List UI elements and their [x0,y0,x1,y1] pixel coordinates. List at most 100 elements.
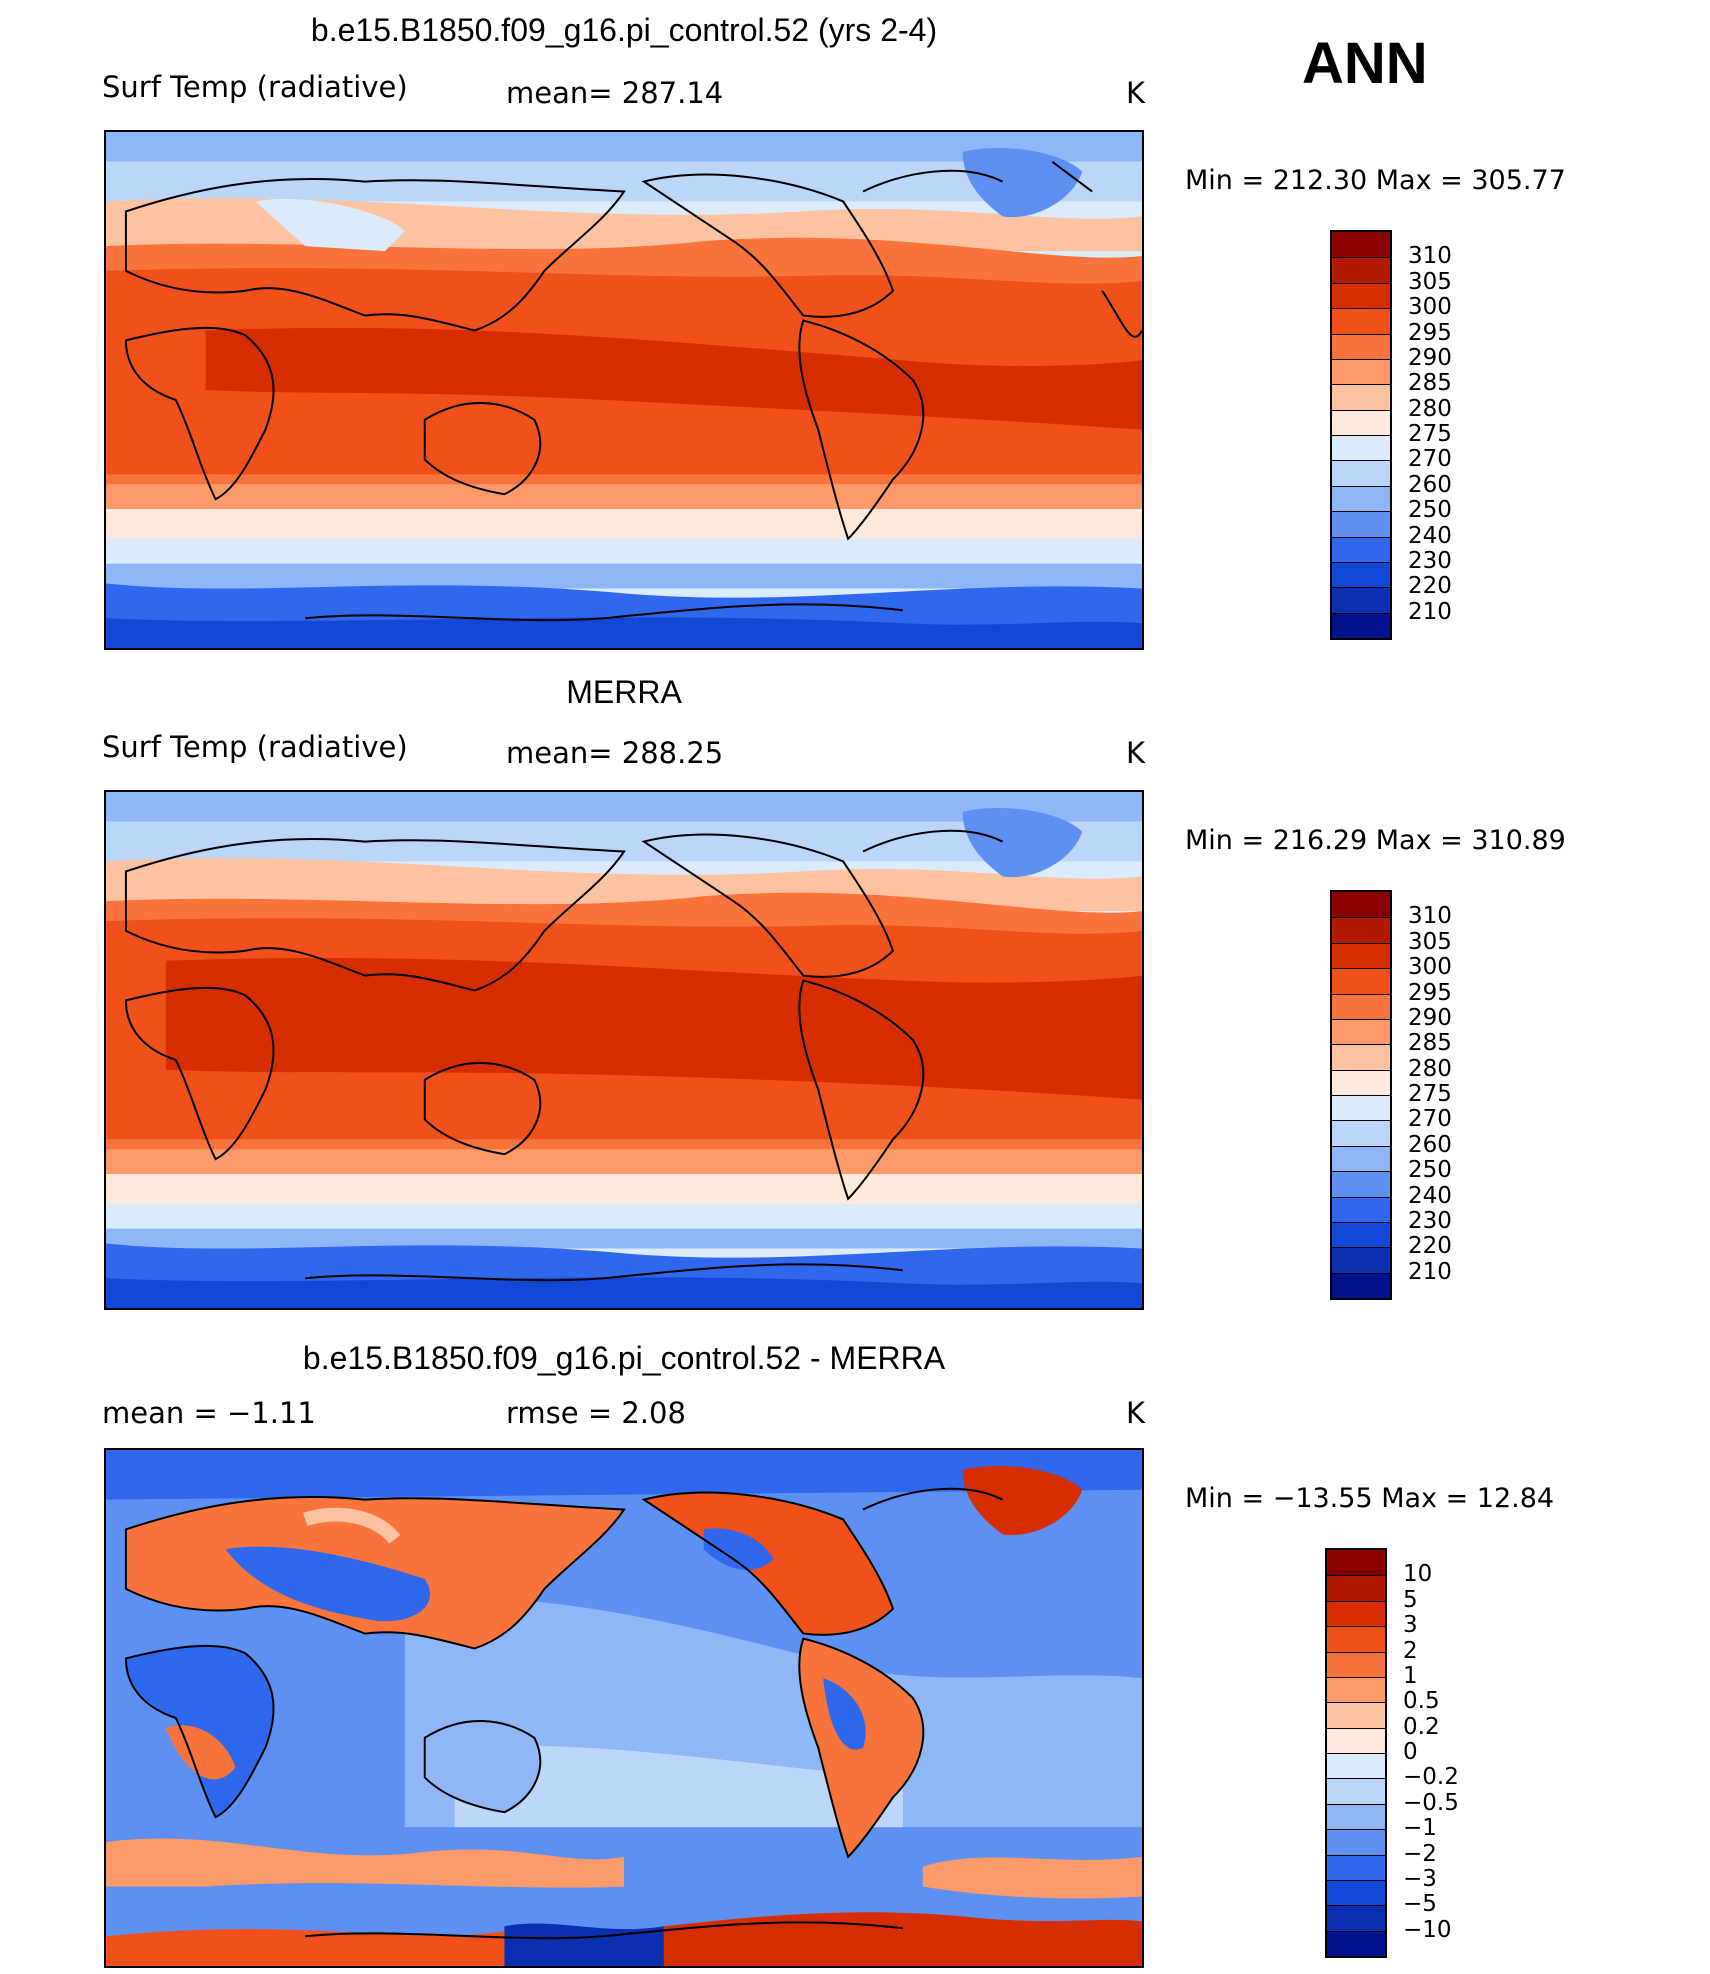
colorbar-tick-label: 1 [1403,1662,1418,1689]
colorbar-swatch [1332,968,1390,994]
colorbar-tick-label: 5 [1403,1586,1418,1613]
colorbar-tick-label: 250 [1408,497,1452,524]
colorbar-tick-label: 300 [1408,954,1452,981]
colorbar-tick-label: 230 [1408,1207,1452,1234]
colorbar-tick-label: 210 [1408,598,1452,625]
panel3-units: K [1126,1396,1146,1430]
panel1-variable-label: Surf Temp (radiative) [102,70,408,104]
colorbar-tick-label: −0.2 [1403,1764,1459,1791]
season-label: ANN [1302,31,1428,96]
panel3-map [104,1448,1144,1968]
colorbar-swatch [1332,1120,1390,1146]
colorbar-swatch [1332,460,1390,486]
colorbar-tick-label: 240 [1408,522,1452,549]
panel1-minmax: Min = 212.30 Max = 305.77 [1185,165,1566,196]
colorbar-tick-label: 285 [1408,370,1452,397]
colorbar-swatch [1332,384,1390,410]
colorbar-swatch [1327,1676,1385,1703]
colorbar-tick-label: 220 [1408,1233,1452,1260]
panel3-rmse-label: rmse = 2.08 [506,1396,686,1430]
colorbar-tick-label: −2 [1403,1840,1437,1867]
panel1-units: K [1126,76,1146,110]
panel1-map [104,130,1144,650]
colorbar-swatch [1327,1651,1385,1677]
panel3-title: b.e15.B1850.f09_g16.pi_control.52 - MERR… [302,1340,946,1376]
colorbar-swatch [1332,308,1390,334]
colorbar-tick-label: 10 [1403,1561,1433,1588]
colorbar-swatch [1327,1829,1385,1855]
colorbar-swatch [1332,282,1390,309]
panel3-colorbar [1325,1548,1387,1958]
colorbar-swatch [1332,409,1390,435]
colorbar-tick-label: 285 [1408,1030,1452,1057]
colorbar-tick-label: 305 [1408,268,1452,295]
colorbar-swatch [1327,1753,1385,1779]
colorbar-swatch [1332,333,1390,359]
colorbar-swatch [1332,587,1390,613]
colorbar-tick-label: 275 [1408,1081,1452,1107]
colorbar-tick-label: 275 [1408,421,1452,447]
colorbar-tick-label: 270 [1408,446,1452,473]
colorbar-swatch [1332,561,1390,588]
colorbar-tick-label: 0.5 [1403,1688,1440,1715]
colorbar-tick-label: 280 [1408,1055,1452,1082]
colorbar-tick-label: −3 [1403,1865,1437,1892]
colorbar-tick-label: 2 [1403,1637,1418,1664]
colorbar-swatch [1332,232,1390,258]
colorbar-tick-label: 3 [1403,1612,1418,1639]
colorbar-tick-label: 310 [1408,243,1452,270]
panel2-colorbar [1330,890,1392,1300]
colorbar-tick-label: 295 [1408,319,1452,346]
colorbar-swatch [1327,1778,1385,1804]
colorbar-tick-label: 230 [1408,547,1452,574]
colorbar-swatch [1327,1930,1385,1956]
panel2-variable-label: Surf Temp (radiative) [102,730,408,764]
colorbar-swatch [1327,1600,1385,1627]
colorbar-swatch [1327,1727,1385,1753]
colorbar-swatch [1327,1575,1385,1601]
panel1-title: b.e15.B1850.f09_g16.pi_control.52 (yrs 2… [310,12,938,48]
colorbar-swatch [1332,1272,1390,1298]
colorbar-tick-label: 240 [1408,1182,1452,1209]
colorbar-tick-label: 0 [1403,1739,1418,1765]
colorbar-swatch [1332,435,1390,461]
colorbar-swatch [1327,1905,1385,1931]
colorbar-swatch [1332,993,1390,1019]
colorbar-swatch [1332,511,1390,537]
colorbar-tick-label: 310 [1408,903,1452,930]
colorbar-swatch [1332,1247,1390,1273]
colorbar-tick-label: 280 [1408,395,1452,422]
colorbar-tick-label: 220 [1408,573,1452,600]
colorbar-swatch [1327,1702,1385,1728]
colorbar-tick-label: 295 [1408,979,1452,1006]
panel1-mean-label: mean= 287.14 [506,76,724,110]
colorbar-swatch [1332,1018,1390,1045]
colorbar-tick-label: 290 [1408,344,1452,371]
colorbar-tick-label: −0.5 [1403,1789,1459,1816]
colorbar-swatch [1332,1069,1390,1095]
colorbar-tick-label: 0.2 [1403,1713,1440,1740]
colorbar-tick-label: −10 [1403,1916,1452,1943]
colorbar-swatch [1332,1171,1390,1197]
colorbar-tick-label: −5 [1403,1891,1437,1918]
colorbar-swatch [1332,257,1390,283]
panel2-minmax: Min = 216.29 Max = 310.89 [1185,825,1566,856]
colorbar-swatch [1332,942,1390,969]
colorbar-swatch [1327,1854,1385,1880]
colorbar-tick-label: −1 [1403,1815,1437,1842]
panel3-minmax: Min = −13.55 Max = 12.84 [1185,1483,1555,1514]
colorbar-swatch [1332,892,1390,918]
colorbar-tick-label: 250 [1408,1157,1452,1184]
colorbar-tick-label: 305 [1408,928,1452,955]
colorbar-swatch [1327,1626,1385,1652]
panel2-units: K [1126,736,1146,770]
colorbar-swatch [1332,1221,1390,1248]
colorbar-swatch [1332,612,1390,638]
panel3-mean-label: mean = −1.11 [102,1396,316,1430]
colorbar-swatch [1332,1044,1390,1070]
colorbar-tick-label: 210 [1408,1258,1452,1285]
colorbar-swatch [1332,917,1390,943]
colorbar-swatch [1327,1803,1385,1830]
colorbar-tick-label: 290 [1408,1004,1452,1031]
panel1-colorbar [1330,230,1392,640]
